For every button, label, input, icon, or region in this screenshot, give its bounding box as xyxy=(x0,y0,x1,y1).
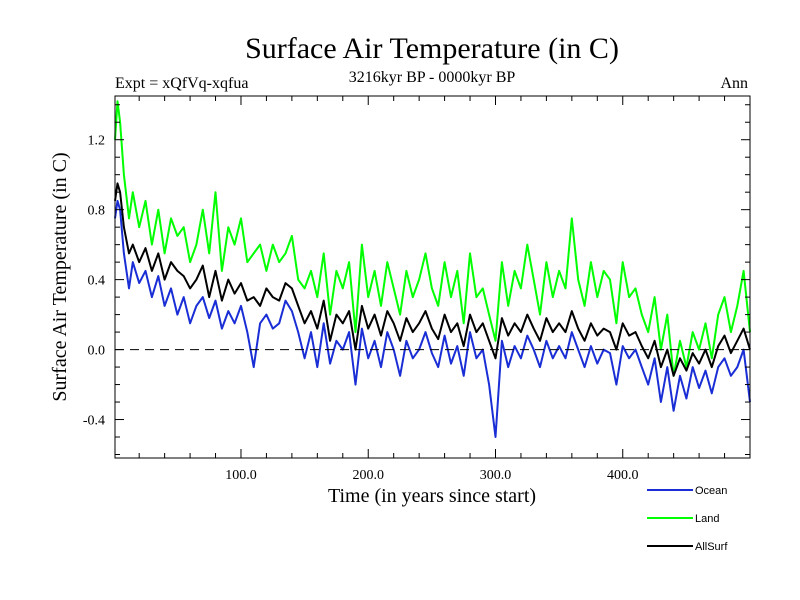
y-tick-label: 1.2 xyxy=(88,134,106,149)
plot-frame xyxy=(114,95,751,459)
series-line-ocean xyxy=(114,199,751,438)
legend-label-ocean: Ocean xyxy=(695,485,727,497)
experiment-label: Expt = xQfVq-xqfua xyxy=(115,75,248,92)
x-axis-label: Time (in years since start) xyxy=(328,485,536,507)
x-tick-label: 400.0 xyxy=(607,468,639,483)
y-tick-label: 0.0 xyxy=(88,344,106,359)
y-tick-label: 0.8 xyxy=(88,204,106,219)
legend-label-land: Land xyxy=(695,513,719,525)
legend-label-allsurf: AllSurf xyxy=(695,541,728,553)
plot-series-group xyxy=(114,100,751,438)
y-axis-label: Surface Air Temperature (in C) xyxy=(49,152,71,401)
y-tick-label: 0.4 xyxy=(88,274,106,289)
series-line-land xyxy=(114,100,751,377)
legend: Ocean Land AllSurf xyxy=(647,485,728,553)
series-line-allsurf xyxy=(114,182,751,377)
chart-title: Surface Air Temperature (in C) xyxy=(245,32,619,65)
x-tick-label: 200.0 xyxy=(352,468,384,483)
x-tick-label: 300.0 xyxy=(480,468,512,483)
axis-ticks-group: 100.0 200.0 300.0 400.0 -0.4 0.0 0.4 0.8 1.2 xyxy=(83,96,750,483)
time-range-label: 3216kyr BP - 0000kyr BP xyxy=(349,69,516,86)
x-tick-label: 100.0 xyxy=(225,468,257,483)
y-tick-label: -0.4 xyxy=(83,414,105,429)
season-label: Ann xyxy=(720,75,748,92)
